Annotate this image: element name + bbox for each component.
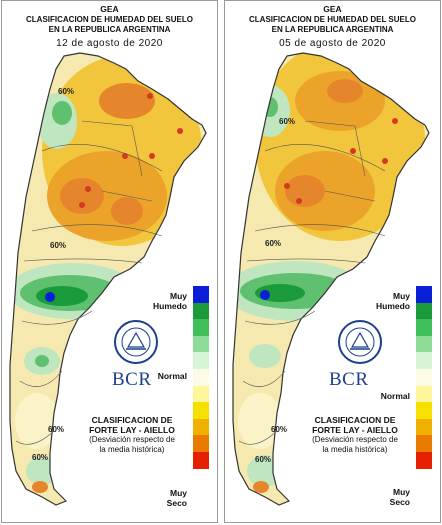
legend-swatch: [193, 335, 209, 353]
legend-swatch: [193, 302, 209, 320]
legend-label-normal: Normal: [380, 391, 410, 401]
legend-swatch: [193, 451, 209, 469]
isoline-label: 60%: [48, 425, 65, 434]
legend-scale: [193, 286, 209, 469]
legend-swatch: [416, 286, 432, 303]
argentina-moisture-map: [232, 52, 430, 506]
legend-swatch: [416, 402, 432, 419]
bcr-seal-logo: [338, 320, 382, 364]
bcr-logo-text: BCR: [329, 369, 369, 390]
header-subtitle: EN LA REPUBLICA ARGENTINA: [48, 25, 171, 34]
map-date: 12 de agosto de 2020: [56, 38, 163, 49]
isoline-label: 60%: [265, 239, 282, 248]
header-subtitle: EN LA REPUBLICA ARGENTINA: [271, 25, 394, 34]
header-title: CLASIFICACION DE HUMEDAD DEL SUELO: [249, 15, 416, 24]
isoline-label: 60%: [32, 453, 49, 462]
legend-swatch: [416, 451, 432, 469]
header-title: CLASIFICACION DE HUMEDAD DEL SUELO: [26, 15, 193, 24]
bcr-logo-text: BCR: [112, 369, 152, 390]
isoline-label: 60%: [271, 425, 288, 434]
note-line: CLASIFICACION DE: [91, 415, 173, 425]
legend-swatch: [416, 302, 432, 320]
legend-swatch: [193, 352, 209, 369]
legend-swatch: [193, 402, 209, 419]
note-line: la media histórica): [99, 445, 165, 454]
legend-scale: [416, 286, 432, 469]
legend-swatch: [416, 418, 432, 436]
legend-label-wet: Muy Humedo: [376, 291, 410, 311]
legend-swatch: [416, 385, 432, 403]
legend-swatch: [416, 319, 432, 336]
header-gea: GEA: [323, 4, 342, 14]
isoline-label: 60%: [279, 117, 296, 126]
legend-label-normal: Normal: [157, 371, 187, 381]
legend-swatch: [193, 286, 209, 303]
note-line: la media histórica): [322, 445, 388, 454]
legend-swatch: [193, 435, 209, 452]
legend-label-dry: Muy Seco: [389, 487, 410, 507]
legend-swatch: [416, 352, 432, 369]
legend-label-dry: Muy Seco: [166, 488, 187, 508]
classification-note: CLASIFICACION DE FORTE LAY - AIELLO (Des…: [76, 415, 188, 455]
note-line: FORTE LAY - AIELLO: [312, 425, 398, 435]
note-line: CLASIFICACION DE: [314, 415, 396, 425]
legend-swatch: [416, 435, 432, 452]
legend-label-wet: Muy Humedo: [153, 291, 187, 311]
map-date: 05 de agosto de 2020: [279, 38, 386, 49]
legend-swatch: [416, 368, 432, 386]
legend-swatch: [193, 368, 209, 386]
argentina-moisture-map: [9, 52, 207, 506]
isoline-label: 60%: [50, 241, 67, 250]
map-panel-left: GEA CLASIFICACION DE HUMEDAD DEL SUELO E…: [1, 0, 218, 523]
note-line: FORTE LAY - AIELLO: [89, 425, 175, 435]
map-panel-right: GEA CLASIFICACION DE HUMEDAD DEL SUELO E…: [224, 0, 441, 523]
legend-swatch: [416, 335, 432, 353]
classification-note: CLASIFICACION DE FORTE LAY - AIELLO (Des…: [299, 415, 411, 455]
bcr-seal-logo: [114, 320, 158, 364]
legend-swatch: [193, 385, 209, 403]
header-gea: GEA: [100, 4, 119, 14]
isoline-label: 60%: [255, 455, 272, 464]
legend-swatch: [193, 418, 209, 436]
note-line: (Desviación respecto de: [312, 435, 398, 444]
legend-swatch: [193, 319, 209, 336]
note-line: (Desviación respecto de: [89, 435, 175, 444]
isoline-label: 60%: [58, 87, 75, 96]
